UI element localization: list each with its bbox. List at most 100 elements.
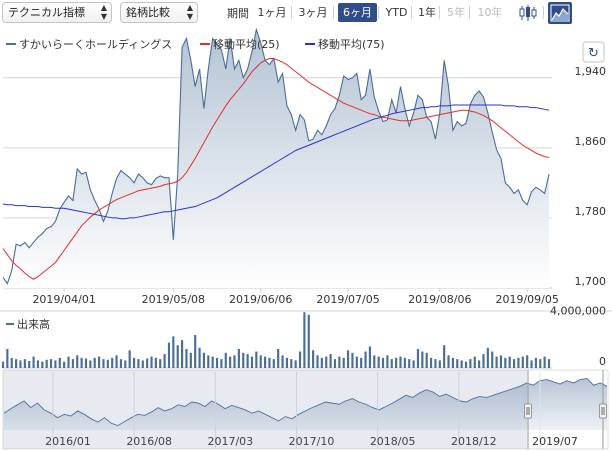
period-button: 10年 [477,6,503,19]
volume-bar [495,356,498,368]
candlestick-chart-button[interactable] [516,2,540,24]
volume-bar [141,360,144,368]
volume-bar [508,356,511,368]
volume-bar [447,355,450,368]
y-tick-label: 1,940 [575,65,607,78]
volume-bar [128,350,131,368]
volume-bar [242,352,245,368]
volume-bar [215,357,219,368]
legend-label[interactable]: 出来高 [17,317,50,331]
volume-bar [76,355,79,368]
volume-bar [246,354,249,368]
period-button[interactable]: 6ヶ月 [338,3,377,22]
volume-bar [438,360,441,368]
volume-bar [294,360,297,368]
volume-bar [534,357,537,368]
volume-bar [399,356,402,368]
period-button[interactable]: 3ヶ月 [298,6,328,19]
volume-bar [111,357,114,368]
volume-bar [543,356,546,368]
volume-bar [89,360,92,368]
volume-bar [338,356,341,368]
toolbar-separator [543,6,544,19]
volume-bar [185,349,188,368]
volume-y-tick-label: 4,000,000 [550,304,606,317]
volume-bar [172,336,175,368]
volume-bar [530,360,533,368]
navigator-panel[interactable]: 2016/01 2016/08 2017/03 2017/10 2018/05 2018/… [2,369,609,450]
navigator-handle[interactable] [599,403,607,419]
volume-bar [403,357,406,368]
volume-bar [102,359,105,368]
volume-bar [285,357,289,368]
volume-bar [443,345,446,368]
volume-bar [176,345,179,368]
volume-bar [395,357,398,368]
volume-bar [1,361,5,368]
volume-bar [207,355,210,368]
volume-bar [303,312,306,368]
period-button[interactable]: YTD [385,6,408,19]
volume-bar [517,357,520,368]
period-separator [439,6,440,19]
volume-bar [460,360,463,368]
volume-bar [281,355,284,368]
x-tick-label: 2019/06/06 [229,293,292,306]
volume-bar [198,347,201,368]
indicator-select[interactable]: テクニカル指標 ▲ ▼ [2,2,112,23]
volume-y-tick-label: 0 [599,355,606,368]
navigator-handle[interactable] [524,403,532,419]
volume-bar [233,355,236,368]
volume-bar [146,358,149,368]
price-area-fill [3,29,549,289]
volume-bar [364,351,367,368]
volume-bar [425,352,428,368]
volume-bar [355,356,358,368]
navigator-tick-label: 2019/07 [532,435,578,448]
volume-bar [333,359,337,368]
volume-bar [298,351,302,368]
volume-bar [119,359,123,368]
compare-select[interactable]: 銘柄比較 ▲ ▼ [120,2,198,23]
volume-bar [93,357,96,368]
period-separator [291,6,292,19]
volume-bar [408,359,411,368]
volume-bar [429,357,433,368]
legend-label[interactable]: 移動平均(25) [213,37,280,51]
volume-bar [478,360,481,368]
reset-zoom-button[interactable]: ↻ [582,41,605,63]
x-tick-label: 2019/08/06 [408,293,471,306]
volume-bar [390,359,393,368]
volume-bar [237,349,240,368]
volume-bar [504,357,507,368]
navigator-tick-label: 2016/01 [45,435,91,448]
period-label: 期間 [227,7,249,20]
volume-bar [434,359,437,368]
volume-bar [255,351,258,368]
volume-bar [194,335,197,368]
volume-bar [23,359,26,368]
volume-bar [499,355,503,368]
area-chart-button[interactable] [548,2,572,24]
volume-bar [368,346,371,368]
volume-bar [6,349,9,368]
x-tick-label: 2019/09/05 [495,293,558,306]
period-separator [411,6,412,19]
volume-bar [412,360,415,368]
volume-bar [80,357,83,368]
volume-bar [320,357,323,368]
volume-bar [456,359,459,368]
volume-bar [250,356,254,368]
volume-bar [377,356,380,368]
volume-bar [84,358,88,368]
period-button[interactable]: 1年 [418,6,436,19]
navigator-tick-label: 2016/08 [126,435,172,448]
volume-bar [421,351,424,368]
legend-label[interactable]: 移動平均(75) [318,37,385,51]
y-tick-label: 1,780 [575,205,607,218]
period-button[interactable]: 1ヶ月 [257,6,287,19]
volume-bar [539,359,542,368]
volume-bar [272,359,275,368]
legend-label[interactable]: すかいらーくホールディングス [19,37,172,51]
select-caret-icon: ▲ ▼ [186,3,193,21]
